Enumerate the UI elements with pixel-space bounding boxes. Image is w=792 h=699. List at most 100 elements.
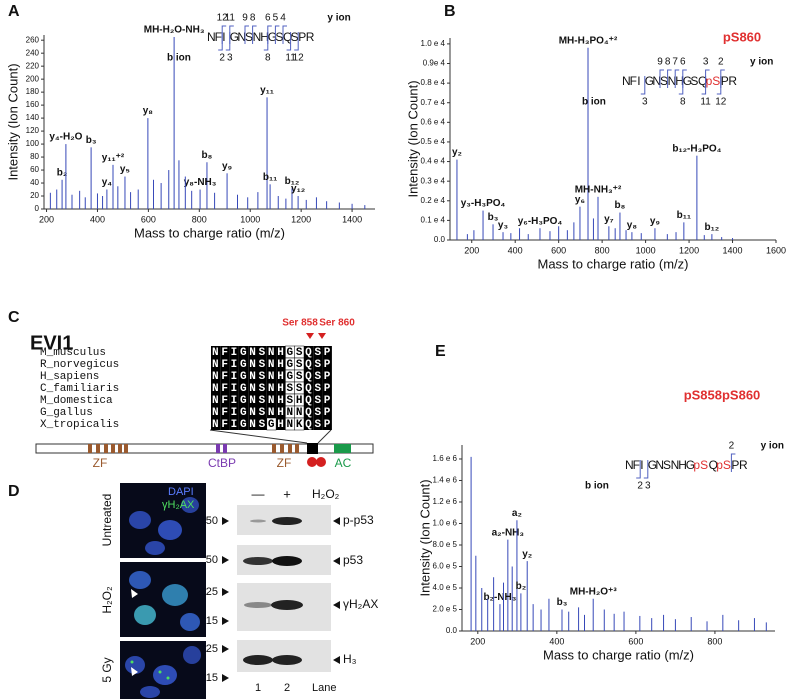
- b-ion-bracket: [701, 76, 707, 95]
- species-name: R_norvegicus: [40, 359, 119, 371]
- stain-label: γH₂AX: [162, 499, 195, 511]
- y-tick-label: 0.0: [446, 626, 458, 635]
- alignment-cell: [304, 418, 314, 430]
- aligned-sequence: NFIGNSNHGSQSP: [212, 371, 333, 383]
- marker-arrow: [222, 674, 229, 682]
- alignment-cell: [229, 394, 239, 406]
- y-tick-label: 0.0: [434, 235, 446, 244]
- peak-label: y₃: [498, 220, 509, 231]
- peak-label: y₈-NH₃: [184, 177, 217, 188]
- x-tick-label: 800: [192, 214, 207, 224]
- y-tick-label: 260: [26, 35, 40, 44]
- peak-label: y₂: [522, 549, 532, 560]
- alignment-cell: [220, 358, 230, 370]
- x-tick-label: 200: [39, 214, 54, 224]
- residue: N: [253, 30, 262, 44]
- residue: S: [291, 30, 299, 44]
- y-ion-bracket: [667, 69, 672, 88]
- y-ion-number: 5: [273, 13, 279, 24]
- peak-label: b₈: [615, 200, 626, 211]
- peak-label: y₈: [143, 106, 154, 117]
- alignment-cell: [248, 394, 258, 406]
- residue: S: [275, 30, 283, 44]
- treatment-label: H₂O₂: [312, 487, 340, 501]
- peak-label: y₄: [102, 177, 113, 188]
- ctbp-domain: [216, 444, 220, 453]
- band-label: H₃: [343, 652, 357, 666]
- alignment-cell: [257, 382, 267, 394]
- x-tick-label: 800: [707, 636, 722, 646]
- x-tick-label: 1200: [291, 214, 311, 224]
- y-tick-label: 120: [26, 126, 40, 135]
- aligned-sequence: NFIGNSNHNNQSP: [212, 407, 333, 419]
- y-tick-label: 1.0 e 4: [421, 39, 446, 48]
- b-ion-bracket: [678, 76, 684, 95]
- y-ion-bracket: [659, 69, 664, 88]
- peak-label: y₉: [222, 161, 232, 172]
- y-ion-bracket: [730, 453, 736, 472]
- peak-label: b₁₁: [263, 172, 277, 183]
- residue: I: [640, 458, 643, 472]
- phospho-site: [316, 457, 326, 467]
- residue: G: [683, 74, 692, 88]
- marker-arrow: [222, 645, 229, 653]
- peak-label: y₄-H₂O: [49, 132, 82, 143]
- alignment-cell: [220, 370, 230, 382]
- b-ion-number: 3: [227, 53, 233, 64]
- alignment-cell: [220, 346, 230, 358]
- residue: S: [660, 74, 668, 88]
- y-ion-label: y ion: [327, 13, 350, 24]
- arrowhead: [131, 589, 138, 598]
- alignment-cell: [257, 370, 267, 382]
- peak-label: MH-NH₃⁺²: [575, 184, 622, 195]
- y-tick-label: 1.4 e 6: [433, 476, 458, 485]
- alignment-cell: [322, 370, 332, 382]
- y-tick-label: 60: [30, 165, 39, 174]
- residue: Q: [698, 74, 707, 88]
- residue: P: [731, 458, 739, 472]
- x-tick-label: 1200: [679, 245, 699, 255]
- b-ion-number: 3: [642, 97, 648, 108]
- alignment-cell: [276, 406, 286, 418]
- band-label: γH₂AX: [343, 597, 378, 611]
- b-ion-bracket: [636, 460, 641, 479]
- alignment-cell: [211, 406, 221, 418]
- y-tick-label: 180: [26, 87, 40, 96]
- alignment-cell: [229, 346, 239, 358]
- alignment-cell: [266, 346, 277, 358]
- residue: N: [652, 74, 661, 88]
- stain-label: DAPI: [168, 486, 194, 498]
- x-tick-label: 1400: [723, 245, 743, 255]
- peak-label: y₆: [575, 194, 585, 205]
- x-tick-label: 200: [464, 245, 479, 255]
- y-tick-label: 1.6 e 6: [433, 454, 458, 463]
- alignment-cell: [257, 346, 267, 358]
- alignment-cell: [313, 346, 323, 358]
- x-tick-label: 600: [551, 245, 566, 255]
- y-tick-label: 160: [26, 100, 40, 109]
- alignment-cell: [313, 406, 323, 418]
- b-ion-bracket: [225, 32, 231, 51]
- marker-label: 25: [206, 586, 218, 598]
- y-tick-label: 80: [30, 152, 39, 161]
- y-ion-label: y ion: [750, 57, 773, 68]
- y-ion-bracket: [252, 25, 257, 44]
- y-ion-number: 8: [665, 57, 671, 68]
- protein-bar: [35, 443, 374, 454]
- b-ion-number: 11: [700, 97, 711, 108]
- b-ion-number: 2: [219, 53, 225, 64]
- x-tick-label: 1000: [636, 245, 656, 255]
- peak-label: MH-H₃PO₄⁺²: [559, 35, 618, 46]
- b-ion-number: 12: [293, 53, 305, 64]
- alignment-cell: [322, 358, 332, 370]
- peak-label: b₁₂: [705, 222, 720, 233]
- band-label: p53: [343, 553, 363, 567]
- site-region: [307, 443, 318, 454]
- y-ion-number: 12: [217, 13, 229, 24]
- lane-number: 1: [255, 682, 261, 694]
- site-label: Ser 858: [282, 318, 318, 329]
- y-tick-label: 8.0 e 5: [433, 540, 458, 549]
- y-axis-label: Intensity (Ion Count): [5, 63, 20, 180]
- alignment-cell: [276, 394, 286, 406]
- alignment-cell: [248, 418, 258, 430]
